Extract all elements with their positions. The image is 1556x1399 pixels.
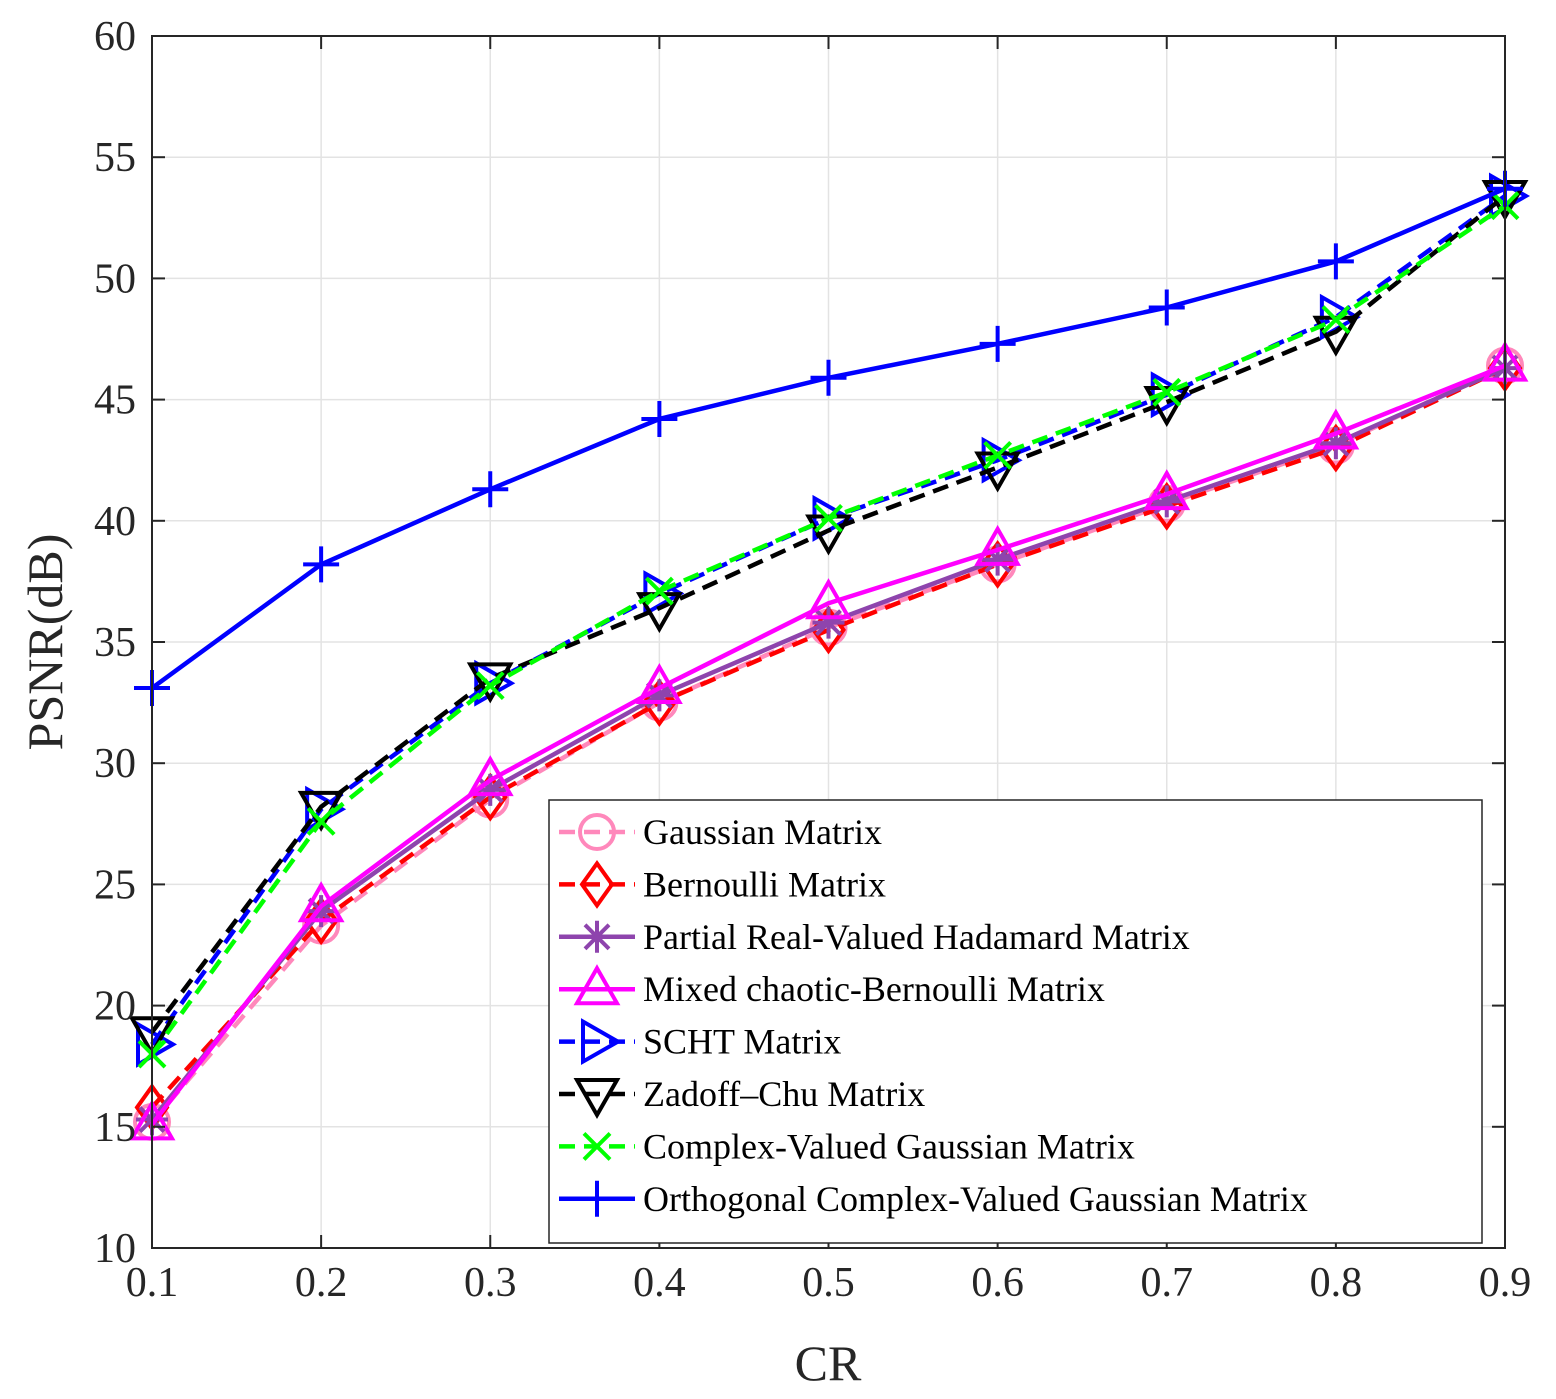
y-tick-label: 45 bbox=[94, 378, 136, 424]
marker-triangle-down bbox=[635, 592, 683, 634]
y-tick-label: 30 bbox=[94, 741, 136, 787]
marker-triangle-up bbox=[805, 578, 852, 620]
legend-label: Gaussian Matrix bbox=[643, 812, 882, 852]
marker-x bbox=[582, 1131, 612, 1161]
x-tick-label: 0.7 bbox=[1141, 1260, 1194, 1306]
series-line bbox=[150, 363, 1506, 1126]
marker-triangle-right bbox=[136, 1020, 178, 1068]
marker-plus bbox=[1317, 243, 1354, 280]
marker-x bbox=[475, 671, 505, 701]
marker-asterisk bbox=[981, 543, 1014, 576]
series-layer bbox=[128, 170, 1531, 1141]
marker-asterisk bbox=[1319, 427, 1352, 460]
marker-plus bbox=[579, 1180, 615, 1217]
legend-entry: Orthogonal Complex-Valued Gaussian Matri… bbox=[559, 1179, 1308, 1219]
legend-entry: Mixed chaotic-Bernoulli Matrix bbox=[559, 964, 1105, 1009]
marker-circle bbox=[578, 813, 616, 851]
y-tick-label: 50 bbox=[94, 256, 136, 302]
marker-plus bbox=[1148, 289, 1185, 326]
marker-plus bbox=[641, 400, 678, 437]
legend-label: Zadoff–Chu Matrix bbox=[643, 1074, 925, 1114]
marker-asterisk bbox=[305, 895, 338, 928]
marker-asterisk bbox=[812, 606, 845, 639]
legend-entry: Zadoff–Chu Matrix bbox=[559, 1074, 925, 1120]
legend: Gaussian Matrix Bernoulli Matrix Partial R… bbox=[548, 799, 1483, 1244]
marker-triangle-up bbox=[297, 881, 345, 923]
marker-plus bbox=[979, 325, 1016, 362]
marker-triangle-up bbox=[635, 663, 683, 705]
marker-asterisk bbox=[474, 773, 507, 806]
legend-label: Bernoulli Matrix bbox=[643, 864, 886, 904]
legend-label: Partial Real-Valued Hadamard Matrix bbox=[643, 917, 1190, 957]
legend-entry: Complex-Valued Gaussian Matrix bbox=[559, 1126, 1135, 1166]
marker-x bbox=[814, 503, 843, 533]
marker-plus bbox=[472, 471, 509, 508]
y-tick-label: 25 bbox=[94, 862, 136, 908]
marker-triangle-down bbox=[573, 1078, 621, 1120]
marker-triangle-up bbox=[466, 755, 514, 797]
marker-x bbox=[983, 440, 1013, 470]
legend-label: Mixed chaotic-Bernoulli Matrix bbox=[643, 969, 1105, 1009]
legend-entry: SCHT Matrix bbox=[559, 1018, 841, 1066]
legend-entry: Partial Real-Valued Hadamard Matrix bbox=[559, 917, 1190, 957]
marker-triangle-up bbox=[573, 964, 621, 1006]
marker-x bbox=[1321, 305, 1351, 335]
legend-entry: Bernoulli Matrix bbox=[559, 859, 886, 909]
marker-asterisk bbox=[643, 679, 676, 712]
marker-diamond bbox=[303, 896, 339, 946]
legend-label: SCHT Matrix bbox=[643, 1022, 841, 1062]
x-tick-label: 0.8 bbox=[1310, 1260, 1363, 1306]
marker-x bbox=[1152, 377, 1182, 407]
marker-triangle-up bbox=[1143, 469, 1191, 511]
series-4 bbox=[128, 340, 1529, 1141]
legend-box bbox=[548, 799, 1483, 1244]
marker-triangle-up bbox=[974, 524, 1022, 566]
y-tick-label: 10 bbox=[94, 1226, 136, 1272]
marker-triangle-down bbox=[1143, 386, 1191, 428]
marker-plus bbox=[810, 359, 847, 396]
y-tick-label: 15 bbox=[94, 1105, 136, 1151]
marker-diamond bbox=[579, 859, 615, 909]
marker-triangle-up bbox=[1312, 408, 1360, 450]
x-tick-label: 0.6 bbox=[971, 1260, 1024, 1306]
y-tick-label: 60 bbox=[94, 14, 136, 60]
y-axis-label: PSNR(dB) bbox=[17, 534, 73, 751]
x-tick-label: 0.1 bbox=[126, 1260, 179, 1306]
legend-label: Orthogonal Complex-Valued Gaussian Matri… bbox=[643, 1179, 1308, 1219]
y-tick-label: 20 bbox=[94, 984, 136, 1030]
x-tick-label: 0.9 bbox=[1479, 1260, 1532, 1306]
x-tick-label: 0.5 bbox=[802, 1260, 855, 1306]
series-line bbox=[150, 194, 1507, 1034]
x-tick-label: 0.3 bbox=[464, 1260, 517, 1306]
legend-entry: Gaussian Matrix bbox=[559, 812, 882, 852]
marker-x bbox=[306, 806, 336, 836]
marker-asterisk bbox=[1150, 485, 1183, 518]
y-tick-label: 55 bbox=[94, 135, 136, 181]
y-tick-label: 35 bbox=[94, 620, 136, 666]
marker-triangle-right bbox=[581, 1018, 623, 1066]
y-tick-label: 40 bbox=[94, 499, 136, 545]
x-tick-label: 0.2 bbox=[295, 1260, 348, 1306]
legend-label: Complex-Valued Gaussian Matrix bbox=[643, 1126, 1135, 1166]
x-tick-label: 0.4 bbox=[633, 1260, 686, 1306]
marker-x bbox=[644, 576, 674, 606]
marker-asterisk bbox=[581, 920, 613, 953]
x-axis-label: CR bbox=[795, 1335, 862, 1391]
axis-ticks: 0.1 0.2 0.3 0.4 0.5 0.6 0.7 0.8 0.9 10 15 20 25 30 35 4… bbox=[94, 14, 1531, 1306]
series-7 bbox=[137, 191, 1520, 1069]
marker-plus bbox=[303, 546, 340, 583]
